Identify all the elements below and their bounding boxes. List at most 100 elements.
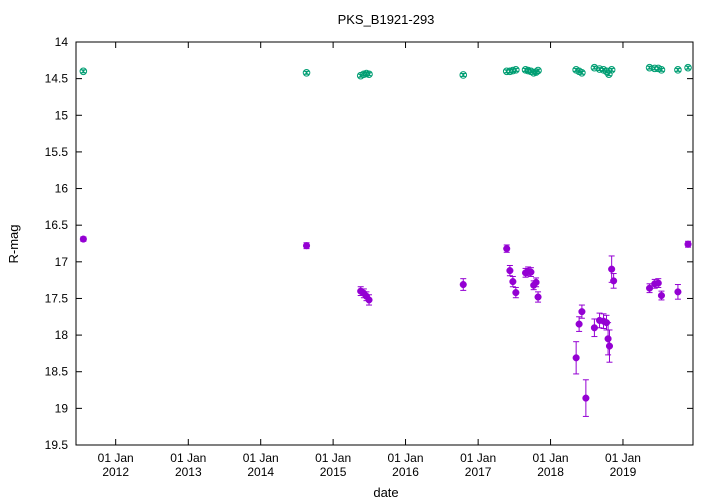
point-marker [578,308,586,316]
point-marker-cross [685,65,691,71]
data-point [684,240,692,248]
data-point [607,66,616,74]
point-marker-cross [535,67,541,74]
point-marker [534,293,542,301]
data-point [79,67,88,76]
y-tick-label: 17 [55,255,69,269]
x-tick-label-date: 01 Jan [388,451,424,465]
point-marker [604,335,612,343]
x-tick-label-date: 01 Jan [605,451,641,465]
x-tick-label-date: 01 Jan [460,451,496,465]
point-marker [605,342,614,350]
point-marker-cross [658,67,665,73]
series-layer [79,63,692,417]
data-point [590,318,598,338]
y-tick-label: 16.5 [45,218,69,232]
data-point [302,68,311,77]
x-tick-label-year: 2018 [537,465,564,479]
y-tick-label: 19 [55,401,69,415]
data-point [578,68,586,77]
point-marker-cross [591,65,598,71]
data-point [79,235,87,243]
point-marker [684,63,692,72]
point-marker [459,71,468,79]
x-tick-label-date: 01 Jan [315,451,351,465]
point-marker-cross [80,68,86,74]
point-marker-cross [366,71,372,77]
point-marker-cross [609,67,615,73]
point-marker [674,66,682,74]
y-axis: 14 14.5 15 15.5 16 16.5 17 17.5 18 18.5 19 19.5 [45,35,693,452]
data-point [459,278,467,291]
point-marker-cross [675,67,681,73]
point-marker [607,66,616,74]
data-point [365,294,373,306]
data-point [674,66,682,74]
data-point [654,278,662,288]
x-tick-label-year: 2019 [610,465,637,479]
data-point [578,304,586,319]
x-tick-label-date: 01 Jan [170,451,206,465]
point-marker [503,245,511,253]
series-1 [79,235,692,417]
point-marker [657,291,666,300]
y-tick-label: 16 [55,182,69,196]
point-marker [509,278,517,286]
point-marker [610,277,618,285]
x-tick-label-year: 2012 [102,465,129,479]
point-marker [608,265,616,273]
y-tick-label: 19.5 [45,438,69,452]
x-tick-label-year: 2014 [247,465,274,479]
y-tick-label: 18 [55,328,69,342]
point-marker [657,66,666,74]
point-marker [302,242,311,250]
point-marker-cross [460,72,466,78]
data-point [459,71,468,79]
point-marker-cross [303,70,310,76]
data-point [572,341,580,375]
point-marker [302,68,311,77]
data-point [532,277,540,288]
point-marker [79,235,87,243]
point-marker-cross [363,70,370,77]
point-marker-cross [579,70,585,76]
data-point [646,283,654,294]
data-point [575,316,583,332]
point-marker [512,66,520,74]
y-tick-label: 14.5 [45,72,69,86]
x-axis-title: date [373,485,398,500]
y-tick-label: 15.5 [45,145,69,159]
point-marker [532,278,540,286]
data-point [527,267,535,277]
x-tick-label-date: 01 Jan [533,451,569,465]
point-marker [674,288,682,296]
data-point [302,242,311,250]
data-point [605,329,614,363]
point-marker-cross [522,67,529,73]
data-point [674,284,682,300]
y-axis-title: R-mag [6,224,21,263]
plot-area [75,41,694,446]
data-point [509,275,517,288]
point-marker [578,68,586,77]
point-marker [654,279,662,287]
x-tick-label-year: 2015 [320,465,347,479]
data-point [582,379,590,417]
point-marker-cross [513,67,519,73]
series-0 [79,63,692,80]
point-marker [365,70,373,79]
point-marker [512,289,520,297]
point-marker [684,240,692,248]
data-point [604,322,612,356]
point-marker [534,66,542,75]
y-tick-label: 18.5 [45,365,69,379]
data-point [610,273,618,289]
y-tick-label: 17.5 [45,291,69,305]
point-marker [506,267,514,275]
point-marker [575,320,583,328]
y-tick-label: 15 [55,108,69,122]
point-marker [459,280,467,289]
data-point [657,66,666,74]
point-marker-cross [646,65,653,71]
